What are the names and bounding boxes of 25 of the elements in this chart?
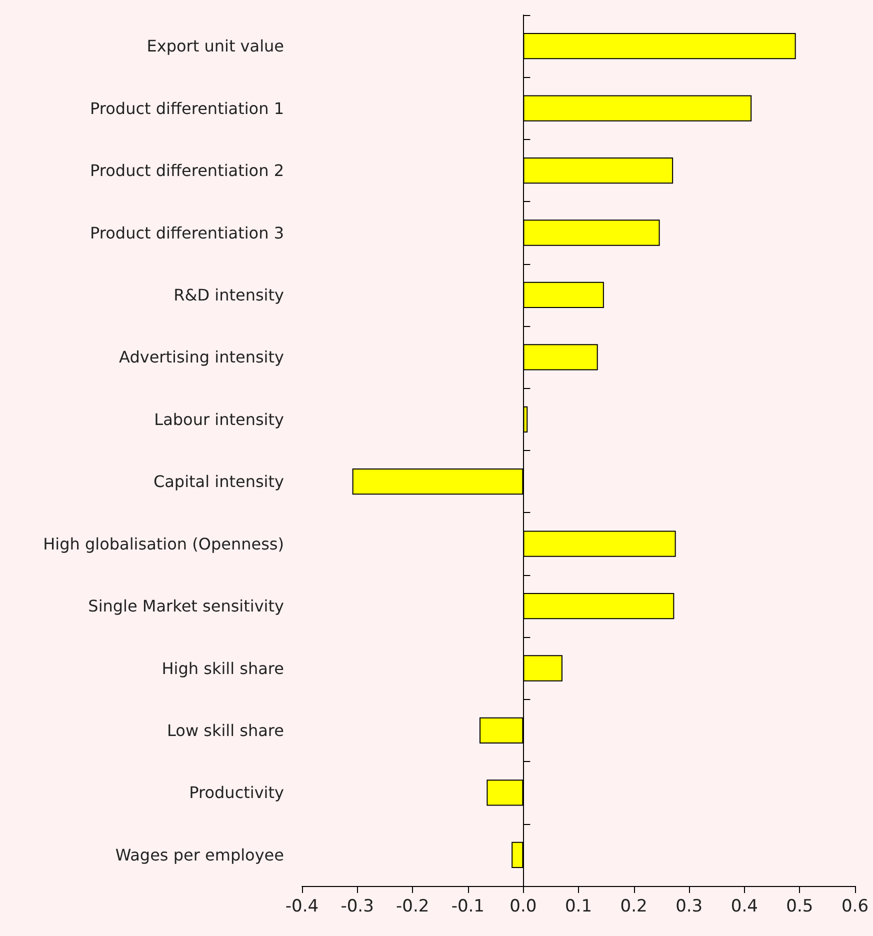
y-tick-label: Product differentiation 1 xyxy=(90,98,284,118)
x-tick-label: 0.5 xyxy=(786,896,814,916)
y-tick-label: Capital intensity xyxy=(153,472,284,492)
x-tick-label: 0.1 xyxy=(564,896,592,916)
y-tick-label: Advertising intensity xyxy=(119,348,284,367)
x-tick-label: -0.4 xyxy=(285,896,319,916)
y-tick-label: Export unit value xyxy=(146,36,284,56)
x-tick-label: -0.1 xyxy=(451,896,484,916)
x-tick-label: -0.3 xyxy=(340,896,374,916)
x-tick-label: 0.2 xyxy=(620,896,648,916)
y-tick-label: Wages per employee xyxy=(115,845,284,864)
y-tick-label: Productivity xyxy=(189,783,284,802)
y-tick-label: R&D intensity xyxy=(174,285,284,304)
x-tick-label: 0.0 xyxy=(510,896,537,916)
x-tick-label: 0.3 xyxy=(676,896,703,916)
y-tick-label: Single Market sensitivity xyxy=(88,596,284,616)
y-tick-label: Product differentiation 3 xyxy=(90,223,284,242)
y-tick-label: High globalisation (Openness) xyxy=(43,534,284,554)
y-tick-label: High skill share xyxy=(162,658,284,678)
x-tick-label: 0.4 xyxy=(730,896,758,916)
x-tick-label: 0.6 xyxy=(841,896,869,916)
y-tick-label: Product differentiation 2 xyxy=(90,161,284,180)
y-tick-label: Labour intensity xyxy=(154,410,284,429)
x-tick-label: -0.2 xyxy=(396,896,430,916)
y-tick-label: Low skill share xyxy=(167,720,284,740)
